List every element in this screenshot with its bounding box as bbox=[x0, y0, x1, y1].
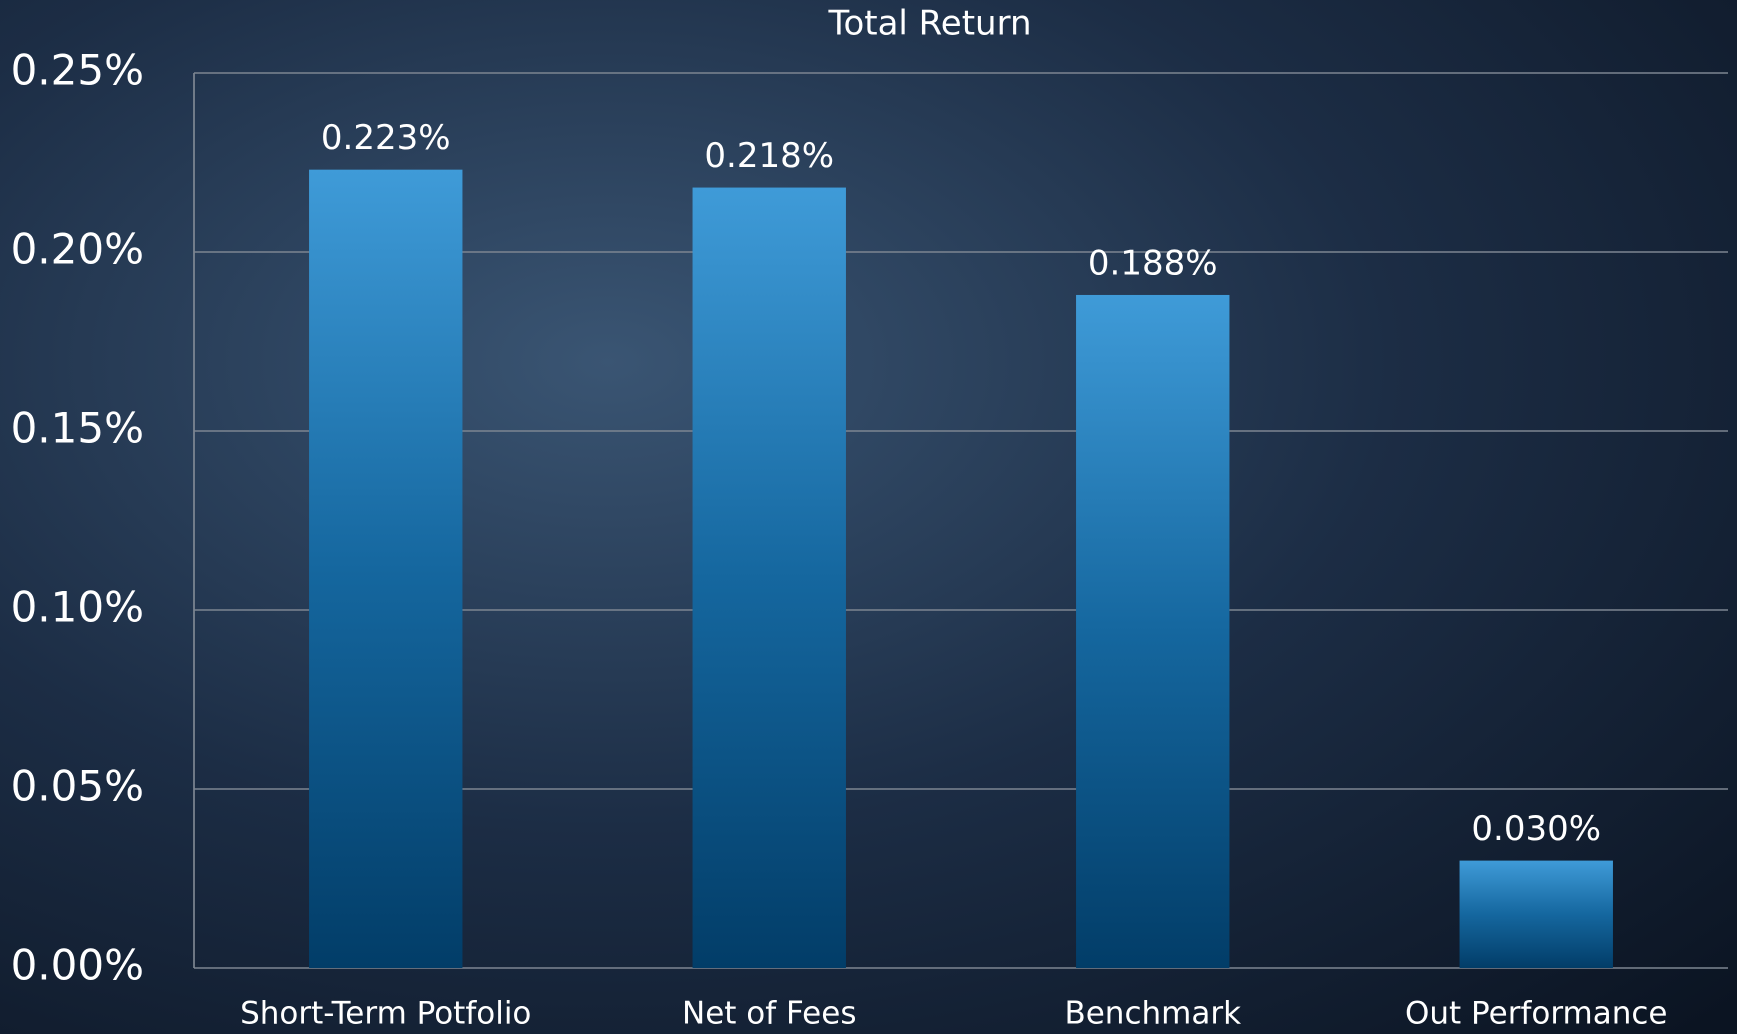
y-tick-label: 0.05% bbox=[11, 762, 144, 811]
chart-title: Total Return bbox=[827, 4, 1031, 44]
x-tick-label: Short-Term Potfolio bbox=[240, 996, 531, 1032]
y-tick-label: 0.15% bbox=[11, 404, 144, 453]
bar bbox=[1459, 860, 1613, 968]
x-tick-label: Out Performance bbox=[1405, 996, 1668, 1032]
y-tick-label: 0.00% bbox=[11, 941, 144, 990]
data-label: 0.188% bbox=[1088, 243, 1218, 283]
y-tick-label: 0.25% bbox=[11, 46, 144, 95]
bar bbox=[1076, 294, 1230, 969]
x-tick-label: Net of Fees bbox=[682, 996, 856, 1032]
data-label: 0.218% bbox=[704, 136, 834, 176]
y-tick-label: 0.10% bbox=[11, 583, 144, 632]
y-tick-label: 0.20% bbox=[11, 225, 144, 274]
data-label: 0.223% bbox=[321, 118, 451, 158]
x-tick-label: Benchmark bbox=[1064, 996, 1241, 1032]
bar bbox=[309, 169, 463, 968]
bar bbox=[692, 187, 846, 968]
data-label: 0.030% bbox=[1471, 809, 1601, 849]
